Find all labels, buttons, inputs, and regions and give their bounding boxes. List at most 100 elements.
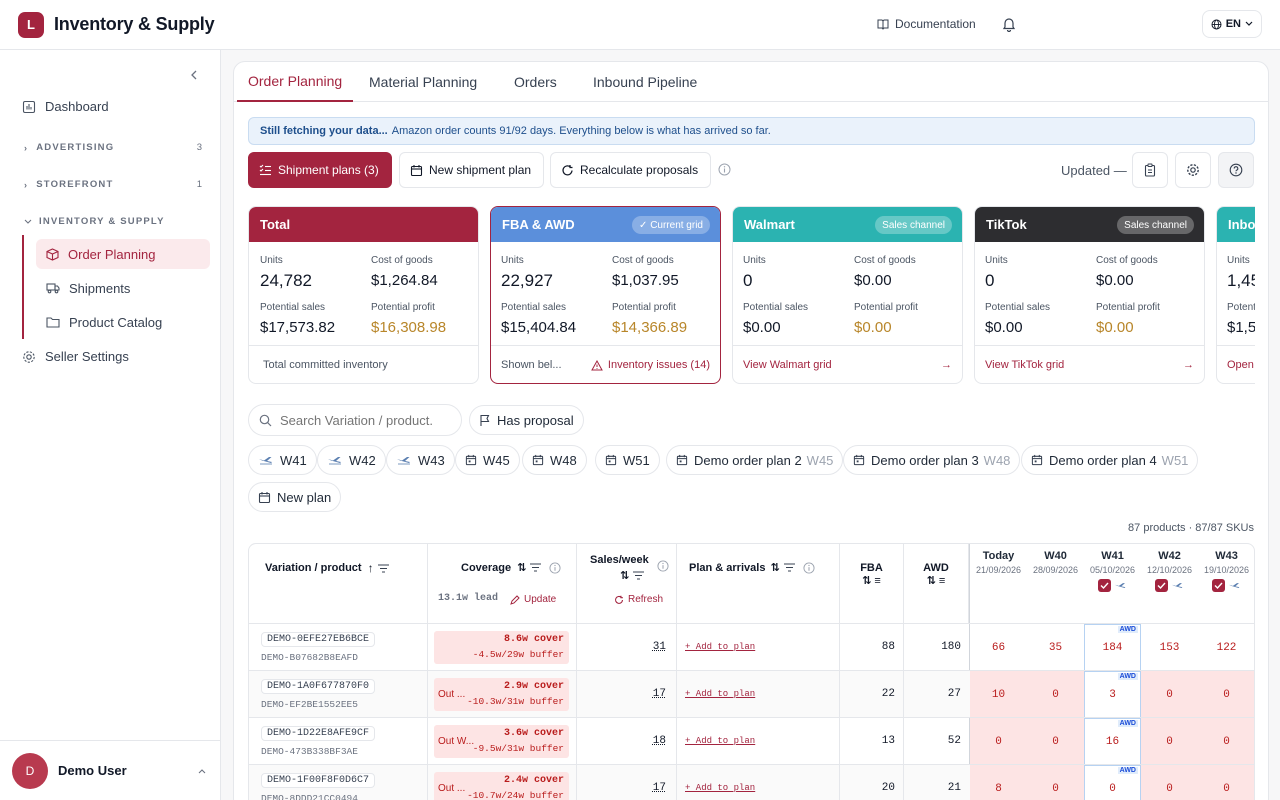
column-awd[interactable]: AWD ⇅ ≡	[904, 544, 969, 623]
new-plan-chip[interactable]: New plan	[248, 482, 341, 512]
plan-chip[interactable]: Demo order plan 3 W48	[843, 445, 1020, 475]
shipment-plans-button[interactable]: Shipment plans (3)	[248, 152, 392, 188]
plan-chip[interactable]: W45	[455, 445, 520, 475]
sidebar-section-storefront[interactable]: › STOREFRONT 1	[24, 179, 202, 190]
week-cell[interactable]: 153	[1141, 624, 1198, 671]
app-logo[interactable]: L	[18, 12, 44, 38]
sidebar-section-advertising[interactable]: › ADVERTISING 3	[24, 142, 202, 153]
chevron-up-icon	[198, 768, 206, 774]
add-to-plan-link[interactable]: + Add to plan	[685, 689, 755, 699]
week-cell[interactable]: 0	[1027, 671, 1084, 718]
table-row[interactable]: DEMO-1F00F8F0D6C7 DEMO-8DDD21CC0494 Out ..…	[249, 764, 1255, 800]
tab-orders[interactable]: Orders	[514, 62, 557, 102]
plan-chip[interactable]: Demo order plan 4 W51	[1021, 445, 1198, 475]
add-to-plan-link[interactable]: + Add to plan	[685, 642, 755, 652]
table-row[interactable]: DEMO-1D22E8AFE9CF DEMO-473B338BF3AE Out W.…	[249, 717, 1255, 764]
week-cell[interactable]: 0	[1141, 765, 1198, 800]
week-cell[interactable]: 0	[1198, 718, 1255, 765]
week-cell[interactable]: 10	[970, 671, 1027, 718]
plan-chip[interactable]: Demo order plan 2 W45	[666, 445, 843, 475]
week-cell[interactable]: 0	[1141, 671, 1198, 718]
table-row[interactable]: DEMO-0EFE27EB6BCE DEMO-B07682B8EAFD 8.6w c…	[249, 623, 1255, 670]
sales-per-week[interactable]: 18	[653, 735, 666, 747]
week-cell[interactable]: 0	[970, 718, 1027, 765]
chevron-right-icon: ›	[24, 180, 28, 190]
sidebar-item-shipments[interactable]: Shipments	[36, 273, 210, 303]
plan-chip[interactable]: W41	[248, 445, 317, 475]
recalculate-proposals-button[interactable]: Recalculate proposals	[550, 152, 711, 188]
sales-per-week[interactable]: 31	[653, 641, 666, 653]
column-coverage[interactable]: Coverage ⇅ 13.1w lead Update	[428, 544, 577, 623]
sidebar-item-dashboard[interactable]: Dashboard	[22, 99, 109, 114]
sku-code[interactable]: DEMO-1D22E8AFE9CF	[261, 726, 375, 741]
card-total[interactable]: Total Units 24,782 Cost of goods $1,264.…	[248, 206, 479, 384]
inventory-issues-link[interactable]: Inventory issues (14)	[591, 359, 710, 371]
documentation-link[interactable]: Documentation	[877, 17, 976, 31]
card-inbound[interactable]: Inbou Units 1,45 Potent $1,5 Open	[1216, 206, 1255, 384]
view-walmart-grid-link[interactable]: View Walmart grid →	[733, 346, 962, 384]
week-cell[interactable]: AWD 3	[1084, 671, 1141, 718]
help-button[interactable]	[1218, 152, 1254, 188]
new-shipment-plan-button[interactable]: New shipment plan	[399, 152, 544, 188]
week-checkbox[interactable]	[1155, 579, 1168, 592]
notifications-button[interactable]	[1002, 17, 1016, 32]
plan-chip[interactable]: W43	[386, 445, 455, 475]
tab-material-planning[interactable]: Material Planning	[369, 62, 477, 102]
plan-chip[interactable]: W48	[522, 445, 587, 475]
week-cell[interactable]: AWD 16	[1084, 718, 1141, 765]
sku-code[interactable]: DEMO-1F00F8F0D6C7	[261, 773, 375, 788]
week-cell[interactable]: 8	[970, 765, 1027, 800]
sales-per-week[interactable]: 17	[653, 688, 666, 700]
week-checkbox[interactable]	[1212, 579, 1225, 592]
table-row[interactable]: DEMO-1A0F677870F0 DEMO-EF2BE1552EE5 Out ..…	[249, 670, 1255, 717]
clipboard-button[interactable]	[1132, 152, 1168, 188]
column-variation[interactable]: Variation / product ↑	[249, 544, 428, 623]
week-cell[interactable]: AWD 184	[1084, 624, 1141, 671]
coverage-value: 3.6w cover	[504, 728, 564, 739]
user-menu[interactable]: D Demo User	[0, 740, 220, 800]
sales-per-week[interactable]: 17	[653, 782, 666, 794]
week-cell[interactable]: 0	[1141, 718, 1198, 765]
info-icon[interactable]	[657, 560, 669, 572]
column-plan-arrivals[interactable]: Plan & arrivals ⇅	[677, 544, 840, 623]
settings-button[interactable]	[1175, 152, 1211, 188]
info-icon[interactable]	[803, 562, 815, 574]
add-to-plan-link[interactable]: + Add to plan	[685, 736, 755, 746]
plan-chip[interactable]: W42	[317, 445, 386, 475]
week-cell[interactable]: 35	[1027, 624, 1084, 671]
info-icon[interactable]	[718, 163, 731, 176]
column-sales-week[interactable]: Sales/week ⇅ Refresh	[577, 544, 677, 623]
card-walmart[interactable]: Walmart Sales channel Units 0 Cost of go…	[732, 206, 963, 384]
card-fba-awd[interactable]: FBA & AWD ✓ Current grid Units 22,927 Co…	[490, 206, 721, 384]
sidebar-item-order-planning[interactable]: Order Planning	[36, 239, 210, 269]
search-field[interactable]	[248, 404, 462, 436]
card-tiktok[interactable]: TikTok Sales channel Units 0 Cost of goo…	[974, 206, 1205, 384]
view-tiktok-grid-link[interactable]: View TikTok grid →	[975, 346, 1204, 384]
sku-code[interactable]: DEMO-0EFE27EB6BCE	[261, 632, 375, 647]
week-cell[interactable]: 122	[1198, 624, 1255, 671]
add-to-plan-link[interactable]: + Add to plan	[685, 783, 755, 793]
update-coverage-link[interactable]: Update	[510, 594, 556, 605]
week-cell[interactable]: 0	[1198, 671, 1255, 718]
refresh-sales-link[interactable]: Refresh	[614, 594, 663, 605]
tab-inbound-pipeline[interactable]: Inbound Pipeline	[593, 62, 697, 102]
collapse-sidebar-button[interactable]	[190, 68, 198, 83]
info-icon[interactable]	[549, 562, 561, 574]
column-fba[interactable]: FBA ⇅ ≡	[840, 544, 904, 623]
week-cell[interactable]: 0	[1027, 718, 1084, 765]
week-cell[interactable]: 0	[1198, 765, 1255, 800]
week-cell[interactable]: 66	[970, 624, 1027, 671]
sku-code[interactable]: DEMO-1A0F677870F0	[261, 679, 375, 694]
sidebar-section-inventory[interactable]: INVENTORY & SUPPLY	[24, 216, 202, 227]
tab-order-planning[interactable]: Order Planning	[237, 62, 353, 102]
open-inbound-link[interactable]: Open	[1217, 346, 1255, 384]
week-checkbox[interactable]	[1098, 579, 1111, 592]
language-selector[interactable]: EN	[1202, 10, 1262, 38]
has-proposal-filter[interactable]: Has proposal	[469, 405, 584, 435]
sidebar-item-seller-settings[interactable]: Seller Settings	[22, 349, 129, 364]
sidebar-item-product-catalog[interactable]: Product Catalog	[36, 307, 210, 337]
week-cell[interactable]: 0	[1027, 765, 1084, 800]
plan-chip[interactable]: W51	[595, 445, 660, 475]
search-input[interactable]	[280, 413, 450, 428]
week-cell[interactable]: AWD 0	[1084, 765, 1141, 800]
